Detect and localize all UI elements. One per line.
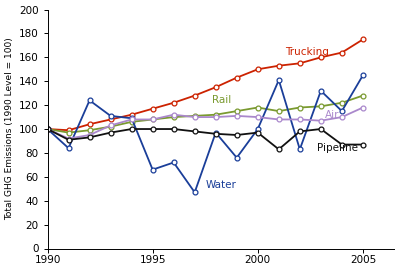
Y-axis label: Total GHG Emissions (1990 Level = 100): Total GHG Emissions (1990 Level = 100) — [6, 38, 14, 220]
Text: Air: Air — [325, 110, 340, 120]
Text: Pipeline: Pipeline — [317, 143, 358, 153]
Text: Water: Water — [205, 180, 236, 190]
Text: Rail: Rail — [212, 95, 231, 105]
Text: Trucking: Trucking — [285, 47, 329, 57]
